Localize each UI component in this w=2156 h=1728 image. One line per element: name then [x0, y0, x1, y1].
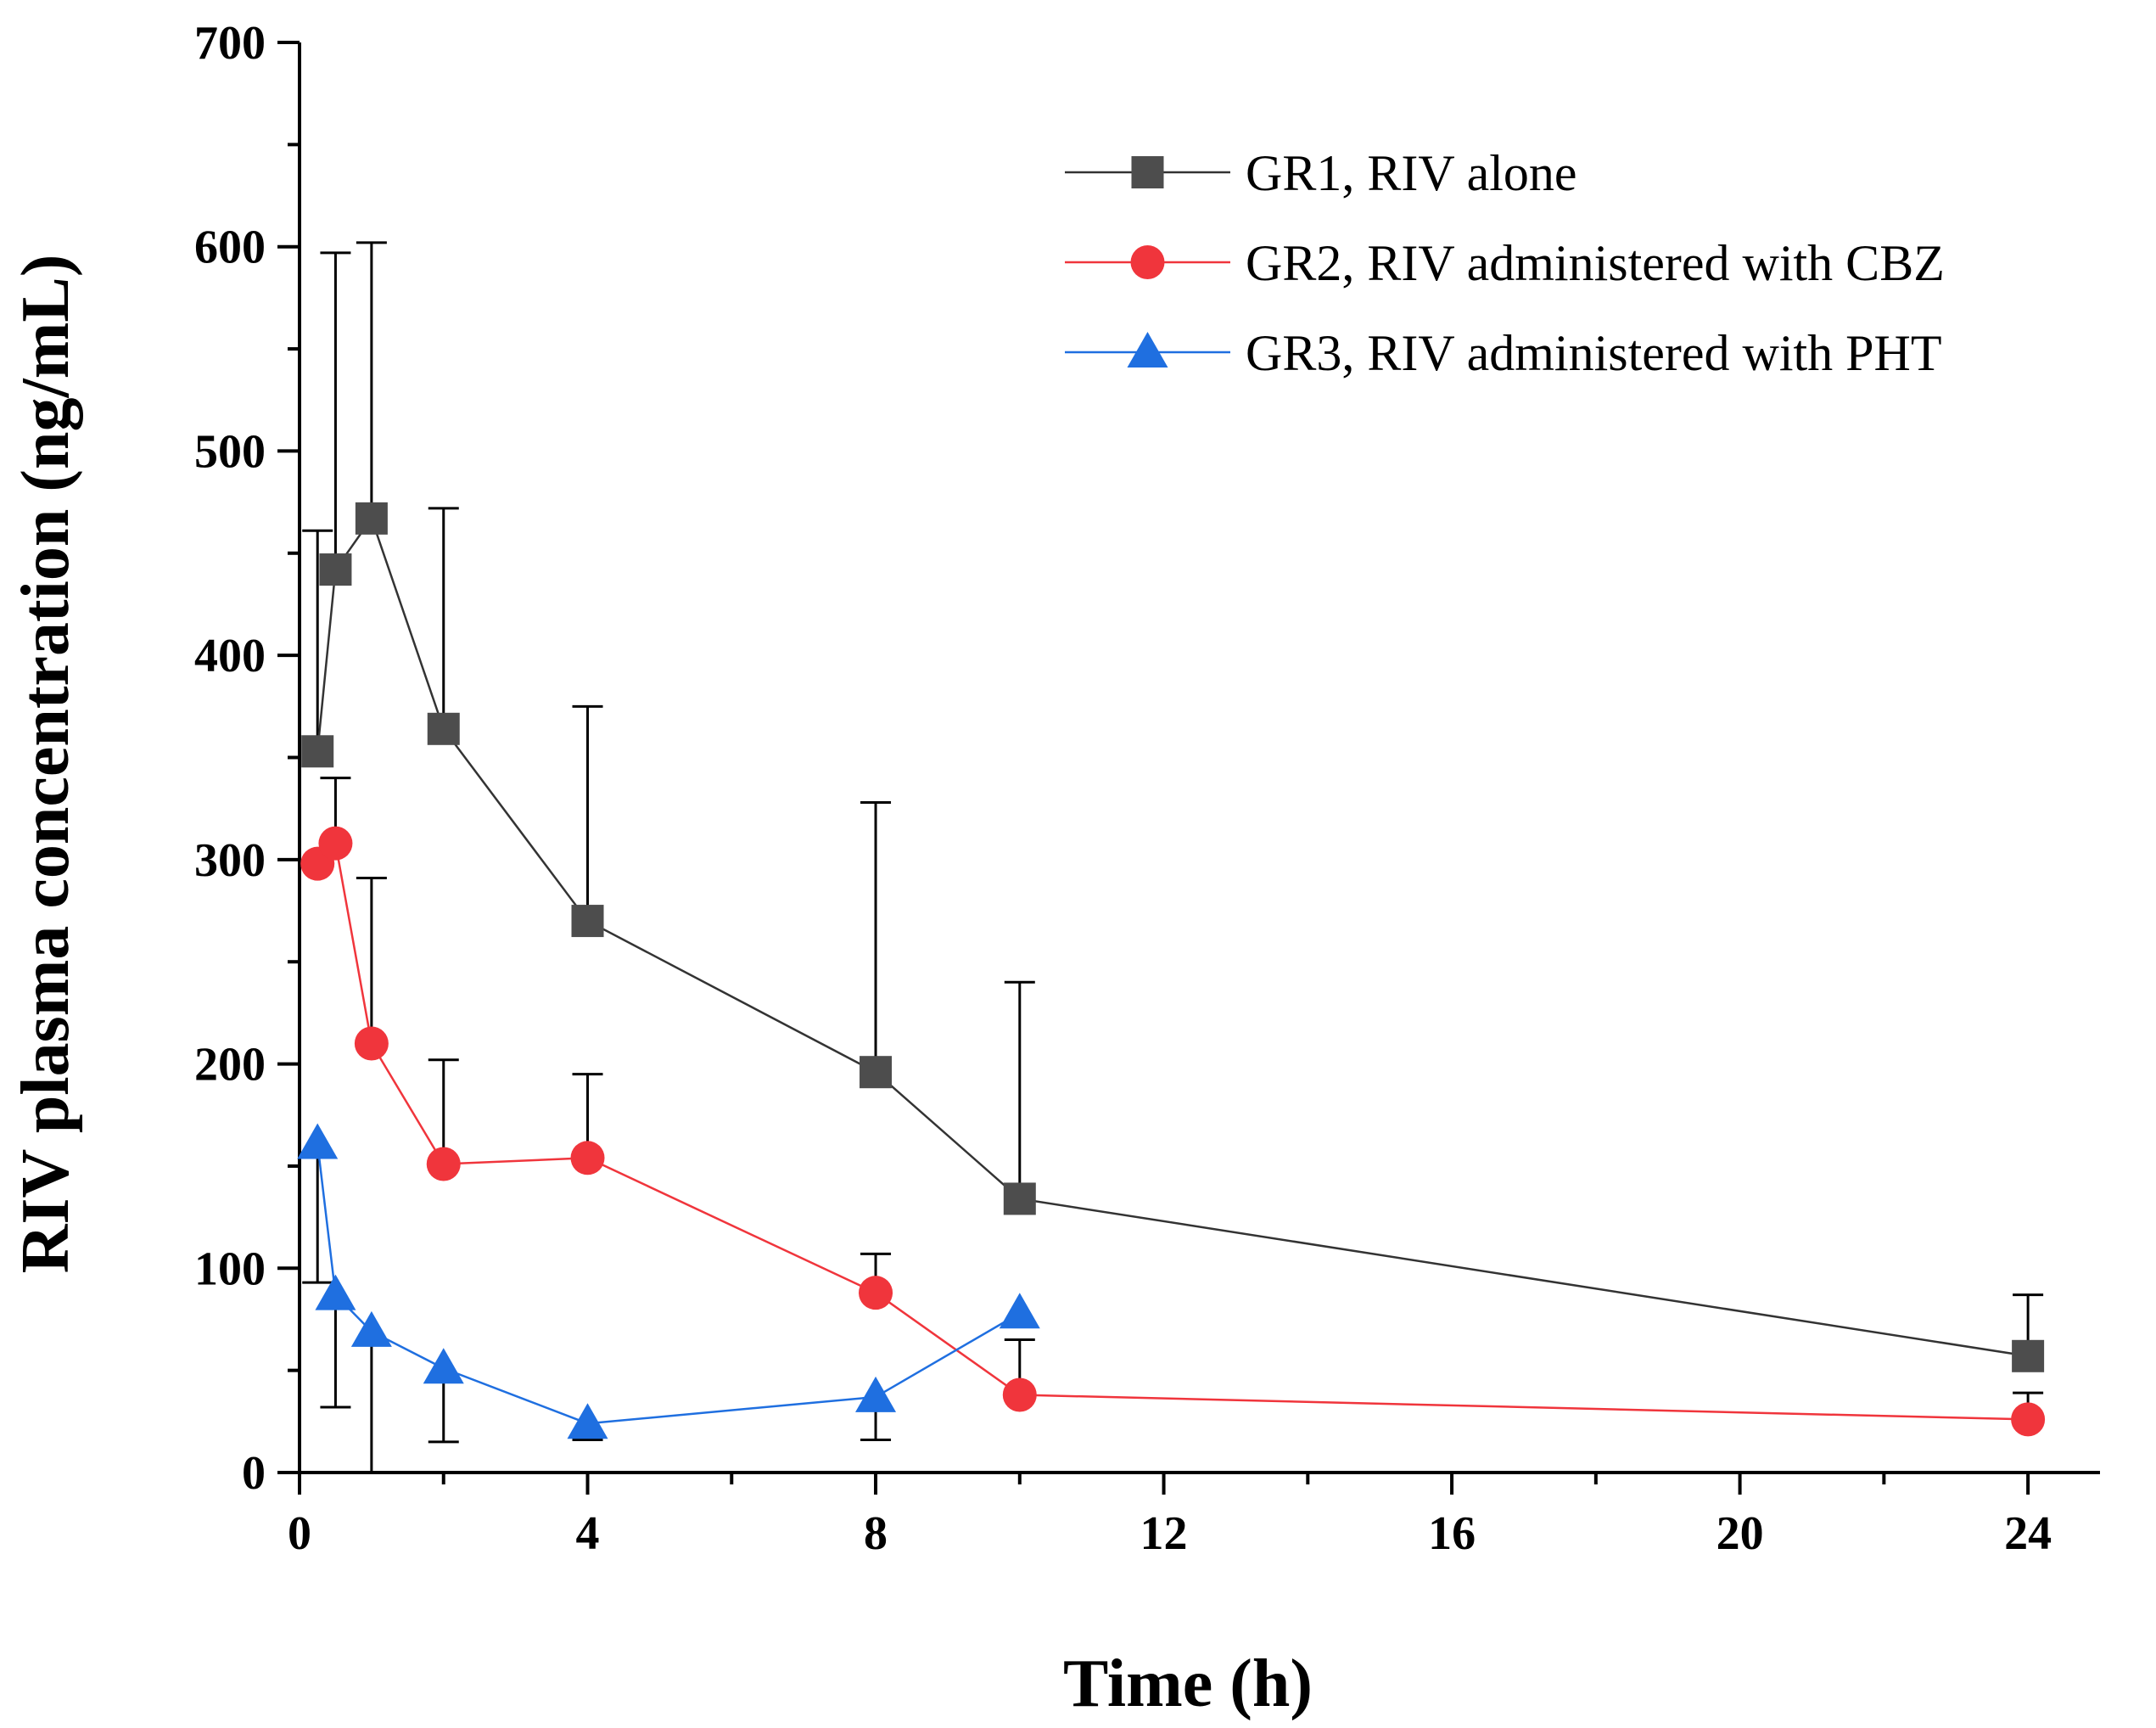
legend-label: GR2, RIV administered with CBZ — [1246, 235, 1945, 291]
plot-area — [297, 241, 2046, 1474]
data-point — [297, 1123, 339, 1159]
data-point — [354, 1026, 389, 1061]
x-tick-label: 4 — [576, 1507, 600, 1560]
data-point — [350, 1310, 392, 1347]
series-line — [316, 1143, 1021, 1425]
data-point — [315, 1274, 356, 1310]
y-tick-label: 600 — [194, 222, 266, 274]
data-point — [571, 905, 604, 938]
data-point — [859, 1276, 893, 1310]
data-point — [860, 1056, 893, 1089]
data-point — [999, 1293, 1040, 1329]
legend-entry: GR2, RIV administered with CBZ — [1065, 235, 1945, 291]
y-tick-label: 100 — [194, 1243, 266, 1295]
data-point — [2012, 1339, 2045, 1372]
data-point — [2011, 1402, 2046, 1437]
y-tick-label: 200 — [194, 1039, 266, 1091]
data-point — [570, 1141, 605, 1175]
data-point — [1003, 1182, 1036, 1215]
y-tick-label: 300 — [194, 834, 266, 887]
data-point — [318, 826, 353, 861]
data-point — [423, 1348, 464, 1384]
data-point — [427, 712, 460, 745]
x-tick-label: 12 — [1140, 1507, 1188, 1560]
data-point — [1002, 1377, 1037, 1412]
series-line — [316, 516, 2029, 1358]
x-tick-label: 16 — [1428, 1507, 1476, 1560]
legend: GR1, RIV alone GR2, RIV administered with… — [1065, 145, 1945, 381]
series-line — [316, 840, 2029, 1421]
legend-entry: GR1, RIV alone — [1065, 145, 1577, 201]
data-point — [319, 553, 352, 586]
legend-label: GR3, RIV administered with PHT — [1246, 325, 1942, 381]
y-tick-label: 700 — [194, 17, 266, 70]
x-tick-label: 24 — [2004, 1507, 2052, 1560]
legend-marker — [1130, 245, 1165, 279]
x-tick-label: 0 — [288, 1507, 311, 1560]
data-point — [426, 1147, 461, 1181]
y-tick-label: 500 — [194, 425, 266, 478]
series-3 — [297, 1123, 1040, 1474]
x-tick-label: 8 — [864, 1507, 888, 1560]
y-tick-label: 400 — [194, 630, 266, 682]
x-tick-label: 20 — [1716, 1507, 1764, 1560]
data-point — [567, 1403, 608, 1439]
data-point — [301, 735, 334, 768]
x-axis-label: Time (h) — [1063, 1647, 1313, 1721]
data-point — [855, 1376, 897, 1412]
series-1 — [301, 241, 2045, 1372]
y-tick-label: 0 — [242, 1447, 266, 1500]
legend-marker — [1127, 332, 1168, 367]
y-axis-label: RIV plasma concentration (ng/mL) — [8, 255, 83, 1274]
data-point — [355, 502, 388, 535]
series-2 — [300, 777, 2046, 1437]
legend-entry: GR3, RIV administered with PHT — [1065, 325, 1942, 381]
axes: 0 100 200 300 400 500 600 700 0 4 8 12 16 20 24 — [194, 17, 2100, 1560]
legend-label: GR1, RIV alone — [1246, 145, 1577, 201]
legend-marker — [1131, 156, 1164, 188]
